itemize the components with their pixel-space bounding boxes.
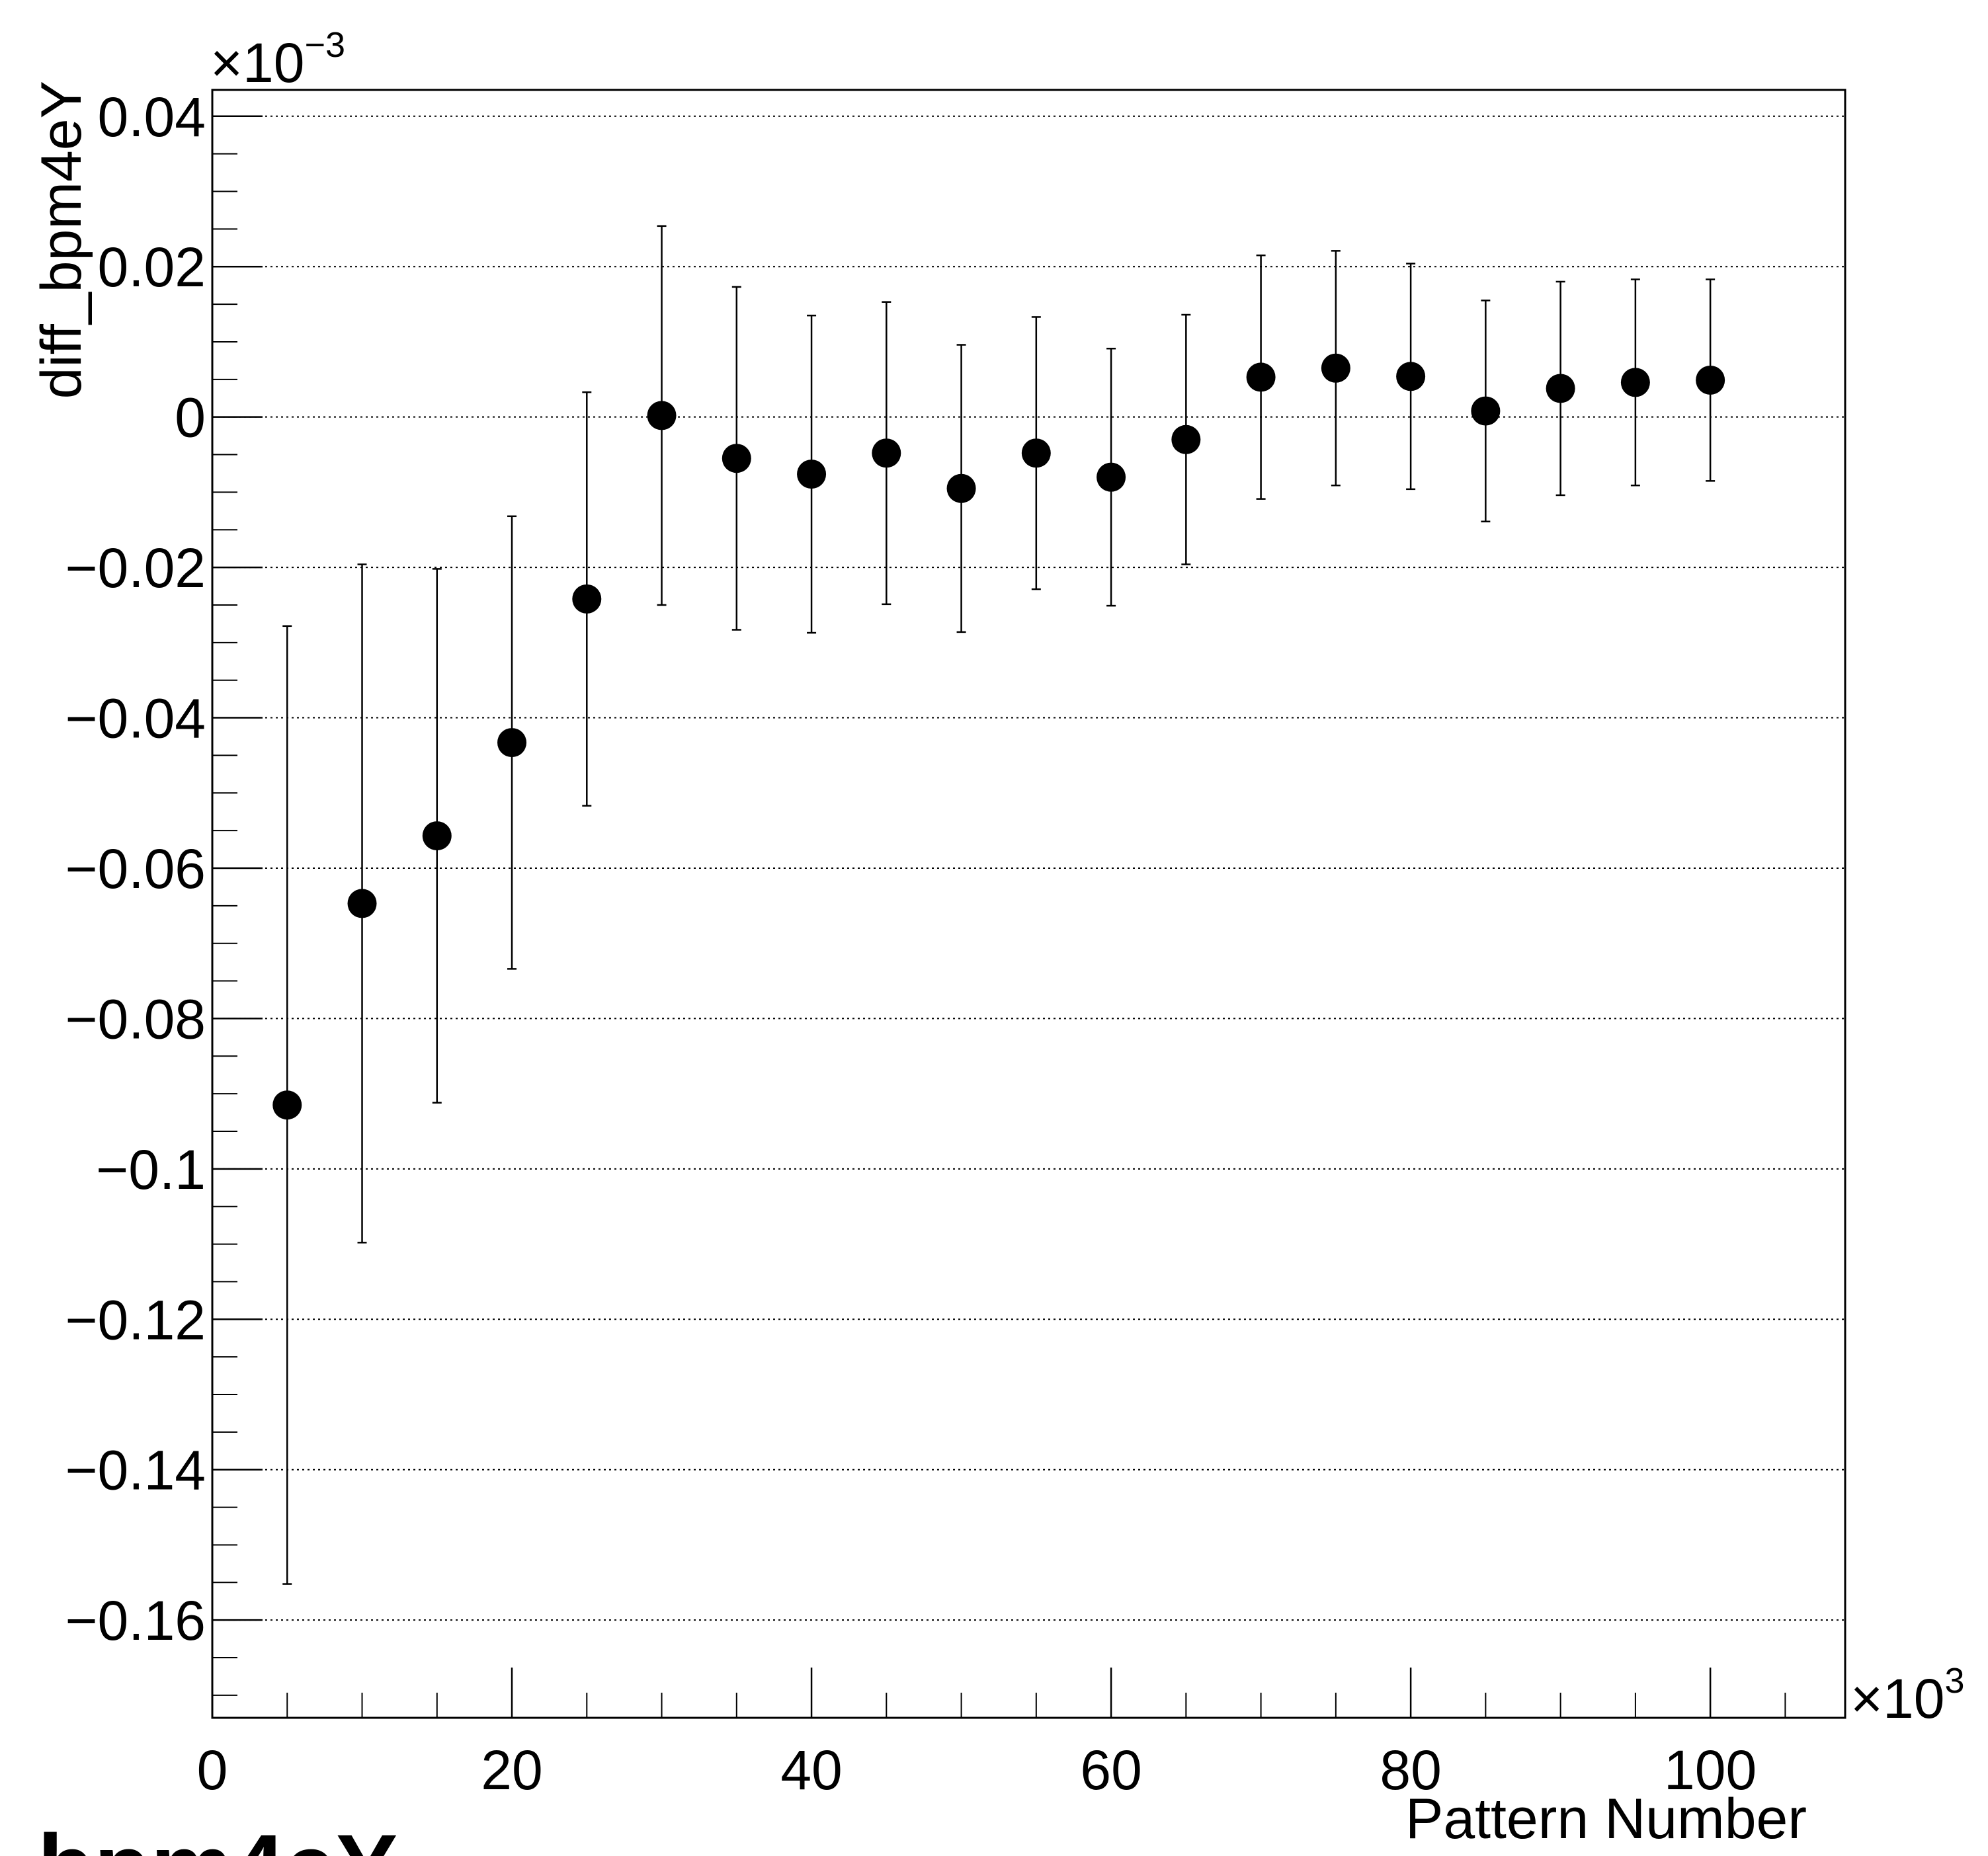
y-tick-label: 0.04 [98,86,206,148]
y-tick-label: −0.16 [65,1590,206,1652]
x-tick-label: 100 [1664,1739,1757,1801]
y-tick-label: −0.08 [65,988,206,1050]
data-point [1097,462,1126,492]
plot-frame [211,89,1846,1719]
data-point [1396,362,1426,391]
data-point [1321,353,1350,383]
y-tick-label: −0.02 [65,537,206,599]
x-axis-title: Pattern Number [1405,1787,1807,1851]
data-point [946,473,976,503]
y-axis-multiplier: ×10−3 [210,25,345,94]
x-axis-multiplier: ×103 [1850,1661,1965,1730]
data-markers [272,353,1725,1120]
y-tick-label: 0.02 [98,236,206,298]
data-point [1696,365,1725,395]
data-point [797,460,827,489]
y-tick-label: −0.04 [65,688,206,750]
data-point [1620,368,1650,397]
x-multiplier-exponent: 3 [1945,1661,1965,1701]
data-point [422,821,452,851]
data-point [572,584,602,614]
data-point [497,728,527,758]
data-point [272,1090,302,1120]
data-point [1471,396,1501,426]
grid-lines [212,115,1845,1621]
x-multiplier-base: ×10 [1850,1668,1945,1730]
y-multiplier-exponent: −3 [305,25,346,65]
x-tick-label: 60 [1080,1739,1141,1801]
data-point [872,438,901,468]
y-tick-label: −0.12 [65,1289,206,1351]
data-point [722,444,751,473]
y-tick-label: 0 [175,387,206,449]
data-point [1021,438,1051,468]
chart-title-fragment: /_bpm4eY [0,1815,397,1856]
x-tick-label: 40 [780,1739,842,1801]
axis-ticks [211,115,1786,1718]
y-multiplier-base: ×10 [210,32,305,94]
y-tick-label: −0.06 [65,838,206,900]
y-tick-label: −0.1 [96,1139,206,1201]
data-point [647,401,677,430]
y-axis-title: diff_bpm4eY [30,81,93,399]
x-tick-label: 20 [481,1739,542,1801]
x-tick-label: 0 [197,1739,228,1801]
data-point [1246,362,1276,392]
data-point [1546,374,1575,403]
y-tick-labels: 0.04 0.02 0 −0.02 −0.04 −0.06 −0.08 −0.1 −0.12 −0… [65,86,206,1652]
data-point [347,889,377,918]
y-tick-label: −0.14 [65,1439,206,1502]
error-bars [282,225,1716,1585]
x-tick-labels: 0 20 40 60 80 100 [197,1739,1757,1801]
x-tick-label: 80 [1380,1739,1441,1801]
data-point [1171,424,1201,454]
